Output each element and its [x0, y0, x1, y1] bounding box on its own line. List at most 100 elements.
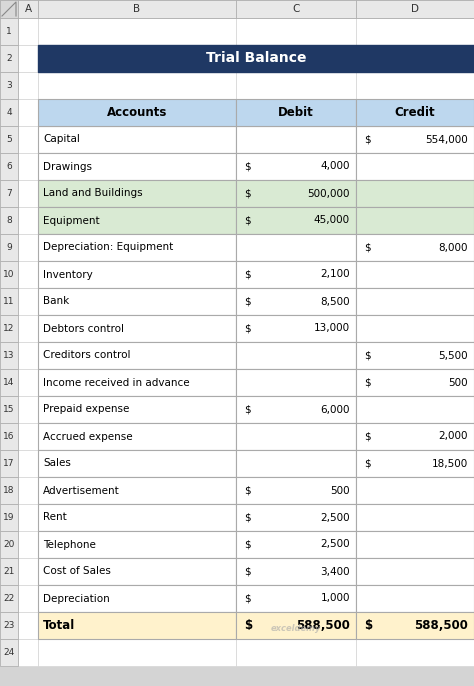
Bar [38, 531, 236, 558]
Bar [236, 423, 356, 450]
Bar [0, 585, 18, 612]
Text: 2,500: 2,500 [320, 539, 350, 549]
Bar [356, 450, 474, 477]
Bar [38, 207, 236, 234]
Bar [0, 0, 18, 18]
Text: 16: 16 [3, 432, 15, 441]
Text: $: $ [364, 619, 372, 632]
Text: $: $ [364, 351, 371, 361]
Bar [38, 261, 236, 288]
Text: 1,000: 1,000 [320, 593, 350, 604]
Bar [18, 315, 38, 342]
Bar [356, 477, 474, 504]
Bar [0, 450, 18, 477]
Bar [356, 585, 474, 612]
Text: 1: 1 [6, 27, 12, 36]
Bar [38, 612, 236, 639]
Text: Trial Balance: Trial Balance [206, 51, 306, 65]
Bar [0, 99, 18, 126]
Bar [356, 261, 474, 288]
Text: 500: 500 [330, 486, 350, 495]
Text: 3,400: 3,400 [320, 567, 350, 576]
Bar [18, 342, 38, 369]
Text: $: $ [244, 593, 251, 604]
Bar [356, 99, 474, 126]
Bar [38, 315, 236, 342]
Bar [236, 99, 356, 126]
Bar [38, 288, 236, 315]
Text: Rent: Rent [43, 512, 67, 523]
Bar [236, 423, 356, 450]
Text: Prepaid expense: Prepaid expense [43, 405, 129, 414]
Bar [38, 477, 236, 504]
Text: 6,000: 6,000 [320, 405, 350, 414]
Bar [236, 585, 356, 612]
Bar [236, 531, 356, 558]
Text: 13: 13 [3, 351, 15, 360]
Bar [236, 153, 356, 180]
Bar [38, 477, 236, 504]
Bar [356, 342, 474, 369]
Bar [38, 0, 236, 18]
Bar [18, 531, 38, 558]
Text: A: A [25, 4, 32, 14]
Text: exceldemy: exceldemy [271, 624, 321, 632]
Bar [38, 234, 236, 261]
Bar [0, 45, 18, 72]
Text: $: $ [244, 539, 251, 549]
Bar [0, 315, 18, 342]
Text: $: $ [244, 161, 251, 172]
Bar [0, 126, 18, 153]
Text: Accounts: Accounts [107, 106, 167, 119]
Text: $: $ [244, 215, 251, 226]
Bar [356, 72, 474, 99]
Bar [356, 45, 474, 72]
Bar [18, 261, 38, 288]
Bar [356, 369, 474, 396]
Bar [0, 369, 18, 396]
Bar [38, 180, 236, 207]
Bar [356, 315, 474, 342]
Bar [236, 504, 356, 531]
Bar [356, 558, 474, 585]
Text: Cost of Sales: Cost of Sales [43, 567, 111, 576]
Bar [38, 342, 236, 369]
Bar [236, 585, 356, 612]
Bar [356, 207, 474, 234]
Bar [356, 639, 474, 666]
Bar [18, 72, 38, 99]
Bar [18, 18, 38, 45]
Bar [356, 288, 474, 315]
Text: Accrued expense: Accrued expense [43, 431, 133, 442]
Text: 4: 4 [6, 108, 12, 117]
Text: Debit: Debit [278, 106, 314, 119]
Bar [0, 0, 474, 18]
Bar [38, 126, 236, 153]
Bar [236, 72, 356, 99]
Text: 13,000: 13,000 [314, 324, 350, 333]
Bar [236, 450, 356, 477]
Text: Credit: Credit [395, 106, 435, 119]
Bar [38, 99, 236, 126]
Text: Telephone: Telephone [43, 539, 96, 549]
Text: Debtors control: Debtors control [43, 324, 124, 333]
Bar [18, 504, 38, 531]
Bar [18, 180, 38, 207]
Bar [236, 45, 356, 72]
Bar [236, 612, 356, 639]
Text: 12: 12 [3, 324, 15, 333]
Bar [38, 126, 236, 153]
Bar [236, 369, 356, 396]
Bar [18, 234, 38, 261]
Text: 10: 10 [3, 270, 15, 279]
Text: $: $ [364, 458, 371, 469]
Bar [356, 369, 474, 396]
Bar [38, 288, 236, 315]
Text: C: C [292, 4, 300, 14]
Text: Total: Total [43, 619, 75, 632]
Bar [0, 504, 18, 531]
Text: 21: 21 [3, 567, 15, 576]
Bar [356, 585, 474, 612]
Bar [356, 504, 474, 531]
Bar [0, 207, 18, 234]
